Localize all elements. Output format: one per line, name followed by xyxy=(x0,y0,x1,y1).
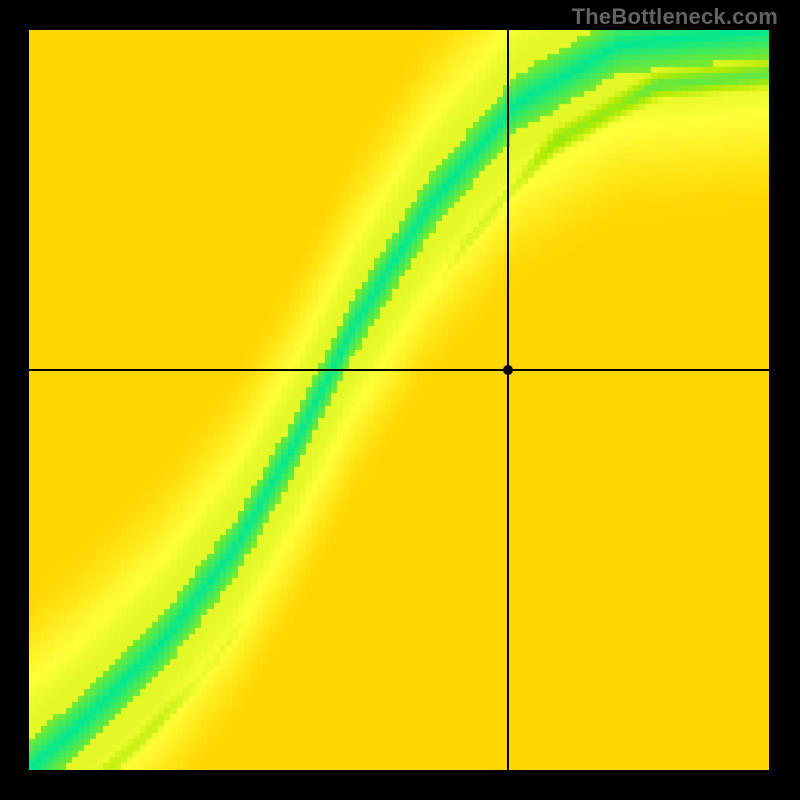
watermark-label: TheBottleneck.com xyxy=(572,4,778,30)
crosshair-vertical xyxy=(507,30,509,770)
heatmap-plot xyxy=(29,30,769,770)
crosshair-horizontal xyxy=(29,369,769,371)
chart-container: TheBottleneck.com xyxy=(0,0,800,800)
